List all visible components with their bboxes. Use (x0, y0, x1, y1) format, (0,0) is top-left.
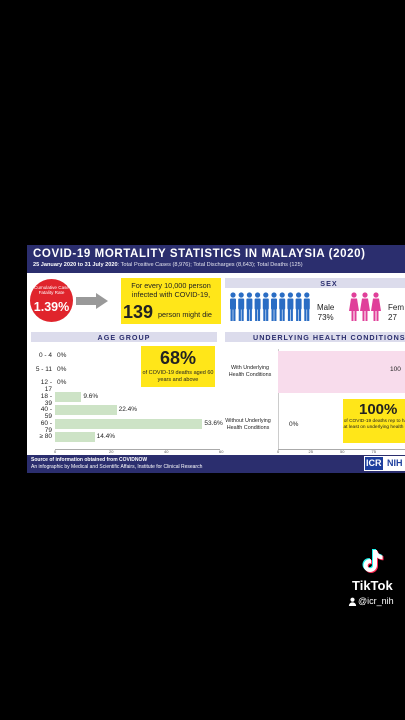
underlying-axis-tick: 0 (277, 449, 280, 454)
age-group-bar (55, 391, 82, 402)
infographic-title: COVID-19 MORTALITY STATISTICS IN MALAYSI… (33, 248, 366, 260)
underlying-header-label: UNDERLYING HEALTH CONDITIONS (253, 333, 405, 342)
credit-text: An infographic by Medical and Scientific… (31, 464, 203, 470)
female-figures-icon (349, 292, 381, 321)
age-group-label: 60 - 79 (40, 419, 52, 434)
sex-header-label: SEX (320, 279, 338, 288)
age-axis-tick: 40 (164, 449, 169, 454)
age-chart-axis (55, 449, 220, 450)
female-percent: 27 (388, 313, 397, 322)
with-underlying-bar (278, 351, 405, 393)
age-group-bar (55, 405, 117, 415)
underlying-axis-tick: 75 (371, 449, 376, 454)
underlying-callout-text: of COVID-19 deaths rep to have at least … (343, 419, 405, 430)
death-ratio-number: 139 (123, 302, 154, 322)
infographic-header: COVID-19 MORTALITY STATISTICS IN MALAYSI… (27, 245, 405, 273)
underlying-callout: 100% of COVID-19 deaths rep to have at l… (343, 399, 405, 443)
totals-text: : Total Positive Cases (8,976); Total Di… (117, 262, 303, 268)
age-group-value: 22.4% (118, 406, 138, 413)
age-group-header: AGE GROUP (31, 332, 217, 342)
age-group-value: 14.4% (96, 433, 116, 440)
cfr-label: Cumulative Case Fatality Rate (34, 285, 69, 295)
age-group-bar (55, 432, 95, 442)
underlying-callout-value: 100% (359, 401, 398, 418)
without-underlying-label: Without Underlying Health Conditions (225, 418, 271, 431)
infographic-footer: Source of information obtained from COVI… (27, 455, 405, 473)
tiktok-brand-label: TikTok (352, 578, 393, 593)
male-figures-icon (230, 292, 310, 321)
male-percent: 73% (317, 313, 334, 322)
case-fatality-rate-badge: Cumulative Case Fatality Rate 1.39% (30, 279, 73, 322)
logo-nih: NIH (387, 458, 403, 468)
underlying-conditions-header: UNDERLYING HEALTH CONDITIONS (225, 332, 405, 342)
logo-icr: ICR (365, 457, 383, 470)
age-group-bar (55, 418, 203, 429)
female-label-text: Fem (388, 303, 404, 312)
underlying-chart-axis (278, 449, 405, 450)
age-group-label: 0 - 4 (38, 352, 52, 359)
age-group-value: 53.6% (204, 419, 223, 427)
underlying-axis-tick: 25 (308, 449, 313, 454)
age-callout-value: 68% (159, 348, 197, 368)
age-group-label: 12 - 17 (40, 379, 52, 393)
user-icon (348, 597, 357, 606)
with-underlying-label: With Underlying Health Conditions (228, 365, 272, 378)
death-ratio-text: For every 10,000 person infected with CO… (131, 281, 211, 299)
age-group-header-label: AGE GROUP (97, 333, 151, 342)
infographic: COVID-19 MORTALITY STATISTICS IN MALAYSI… (27, 245, 405, 473)
age-group-label: 40 - 59 (40, 406, 52, 420)
underlying-axis-tick: 50 (340, 449, 345, 454)
age-axis-tick: 0 (54, 449, 57, 454)
age-group-label: ≥ 80 (39, 433, 52, 440)
age-group-label: 5 - 11 (35, 365, 52, 373)
age-axis-tick: 20 (109, 449, 114, 454)
cfr-value: 1.39% (33, 300, 70, 314)
male-label: Male 73% (317, 303, 334, 323)
death-ratio-suffix: person might die (158, 310, 212, 319)
age-group-value: 9.6% (83, 392, 99, 400)
date-range: 25 January 2020 to 31 July 2020 (33, 262, 118, 268)
death-ratio-callout: For every 10,000 person infected with CO… (121, 278, 221, 324)
age-axis-tick: 60 (219, 449, 224, 454)
tiktok-logo-icon[interactable] (362, 548, 386, 574)
age-callout-text: of COVID-19 deaths aged 60 years and abo… (142, 370, 214, 383)
infographic-subtitle: 25 January 2020 to 31 July 2020: Total P… (33, 262, 303, 268)
source-text: Source of information obtained from COVI… (31, 457, 148, 463)
underlying-chart-divider (278, 349, 279, 449)
without-underlying-value: 0% (289, 421, 299, 428)
male-label-text: Male (317, 303, 335, 312)
icr-nih-logo: ICR NIH (364, 456, 405, 471)
sex-section-header: SEX (225, 278, 405, 288)
age-group-value: 0% (57, 379, 67, 386)
age-group-value: 0% (57, 352, 67, 359)
arrow-right-icon (76, 293, 108, 309)
age-group-value: 0% (57, 365, 67, 373)
creator-handle[interactable]: @icr_nih (358, 596, 394, 606)
female-label: Fem 27 (388, 303, 404, 323)
age-group-label: 18 - 39 (40, 392, 52, 407)
with-underlying-value: 100 (390, 366, 401, 373)
age-callout: 68% of COVID-19 deaths aged 60 years and… (141, 346, 215, 387)
